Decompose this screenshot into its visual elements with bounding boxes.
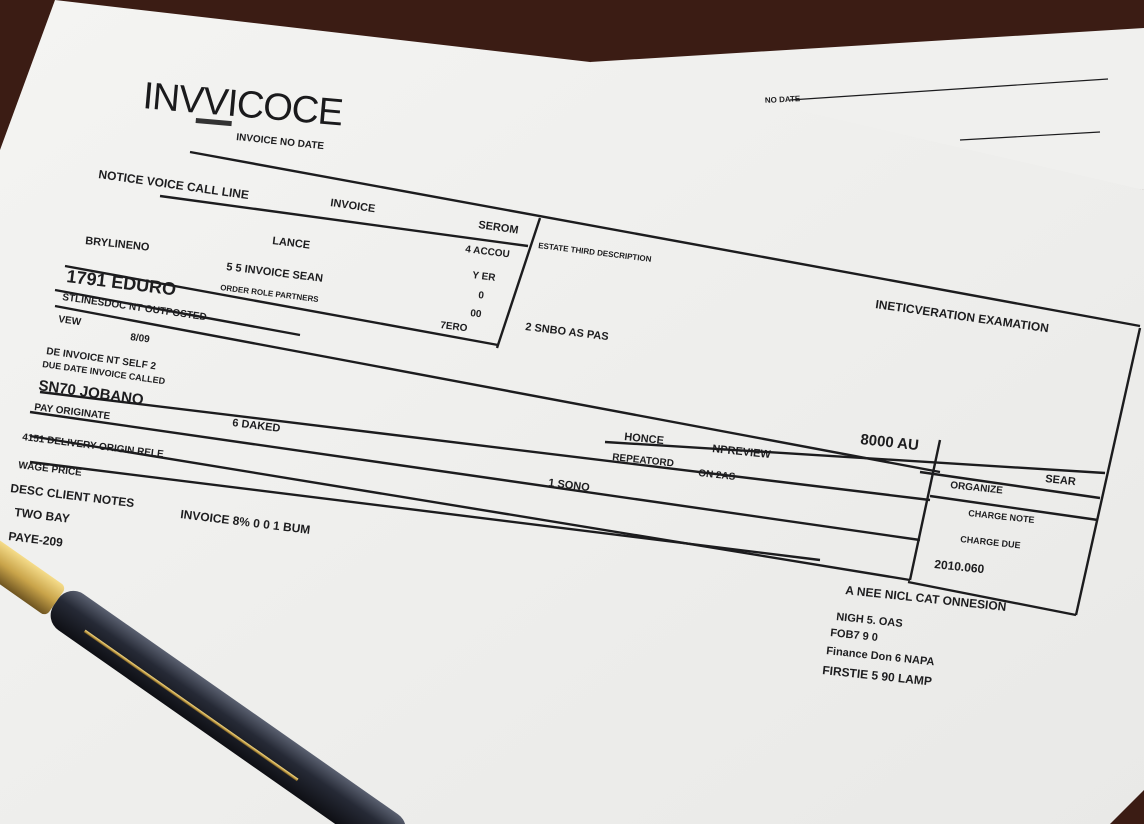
table-head: SEAR bbox=[1045, 473, 1077, 488]
mid-col-item: LANCE bbox=[272, 235, 311, 252]
mid-col-item: 1 SONO bbox=[548, 477, 591, 494]
table-row: ON 2AS bbox=[698, 468, 737, 483]
fountain-pen bbox=[0, 526, 406, 824]
amount: Y ER bbox=[472, 270, 497, 284]
amount: 0 bbox=[478, 290, 485, 302]
amount: 7ERO bbox=[440, 320, 469, 334]
amount: 4 ACCOU bbox=[465, 244, 511, 260]
footer-line: FOB7 9 0 bbox=[830, 627, 879, 644]
table-head: 8000 AU bbox=[860, 431, 920, 454]
header-right: SEROM bbox=[478, 219, 520, 236]
table-head: HONCE bbox=[624, 431, 665, 447]
back-sheet-label: NO DATE bbox=[765, 94, 801, 105]
amount: 00 bbox=[470, 308, 483, 320]
mid-col-item: 8/09 bbox=[130, 332, 151, 345]
left-col-item: TWO BAY bbox=[14, 505, 71, 526]
left-col-item: PAYE-209 bbox=[8, 529, 64, 550]
mid-col-item: 6 DAKED bbox=[232, 417, 281, 435]
left-col-item: VEW bbox=[58, 314, 83, 328]
back-sheet bbox=[590, 28, 1144, 190]
invoice-total: 2010.060 bbox=[934, 557, 986, 576]
